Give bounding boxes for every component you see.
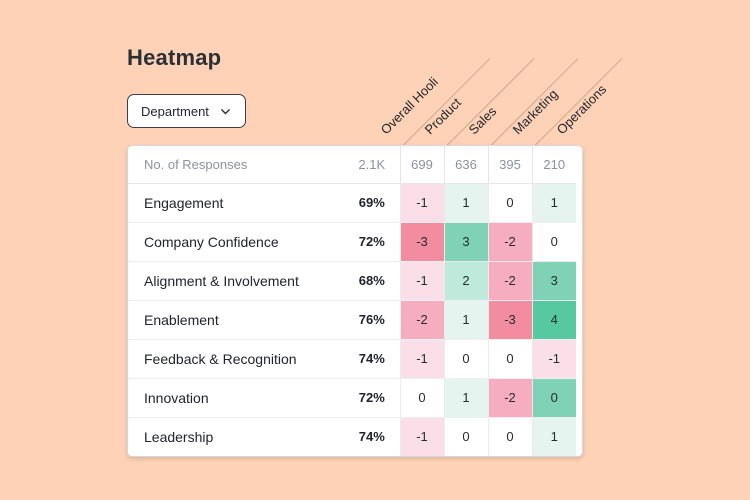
heatmap-cell[interactable]: 4 xyxy=(531,300,576,340)
column-header-operations: Operations xyxy=(553,81,610,138)
page-title: Heatmap xyxy=(127,45,222,70)
heatmap-cell[interactable]: 0 xyxy=(487,183,532,223)
column-header-marketing: Marketing xyxy=(509,86,561,138)
row-label: Feedback & Recognition xyxy=(128,339,344,379)
heatmap-cell[interactable]: 1 xyxy=(531,417,576,456)
heatmap-cell[interactable]: -2 xyxy=(399,300,444,340)
heatmap-cell[interactable]: 3 xyxy=(531,261,576,301)
department-dropdown[interactable]: Department xyxy=(127,94,246,128)
responses-count: 395 xyxy=(487,146,532,184)
responses-overall-count: 2.1K xyxy=(344,146,400,184)
column-header-sales: Sales xyxy=(465,103,500,138)
column-headers: Overall Hooli Product Sales Marketing Operat… xyxy=(0,0,750,150)
overall-score: 72% xyxy=(344,222,400,262)
column-header-product: Product xyxy=(421,94,464,138)
responses-count: 210 xyxy=(531,146,576,184)
row-label: Alignment & Involvement xyxy=(128,261,344,301)
heatmap-cell[interactable]: -2 xyxy=(487,378,532,418)
heatmap-card: No. of Responses 2.1K 699 636 395 210 Engageme… xyxy=(127,145,583,457)
department-dropdown-label: Department xyxy=(141,103,209,119)
heatmap-cell[interactable]: -3 xyxy=(487,300,532,340)
heatmap-cell[interactable]: 0 xyxy=(487,339,532,379)
heatmap-cell[interactable]: 2 xyxy=(443,261,488,301)
heatmap-cell[interactable]: -1 xyxy=(531,339,576,379)
heatmap-cell[interactable]: 0 xyxy=(531,378,576,418)
heatmap-cell[interactable]: 1 xyxy=(443,300,488,340)
heatmap-cell[interactable]: -1 xyxy=(399,261,444,301)
heatmap-cell[interactable]: 0 xyxy=(443,417,488,456)
table-row: Enablement 76% -2 1 -3 4 xyxy=(128,300,576,340)
heatmap-cell[interactable]: 1 xyxy=(443,378,488,418)
overall-score: 68% xyxy=(344,261,400,301)
heatmap-cell[interactable]: -2 xyxy=(487,261,532,301)
overall-score: 69% xyxy=(344,183,400,223)
table-row: Engagement 69% -1 1 0 1 xyxy=(128,183,576,223)
heatmap-cell[interactable]: -1 xyxy=(399,183,444,223)
row-label: Enablement xyxy=(128,300,344,340)
overall-score: 72% xyxy=(344,378,400,418)
row-label: Innovation xyxy=(128,378,344,418)
table-row: Innovation 72% 0 1 -2 0 xyxy=(128,378,576,418)
table-row: Feedback & Recognition 74% -1 0 0 -1 xyxy=(128,339,576,379)
heatmap-cell[interactable]: -2 xyxy=(487,222,532,262)
heatmap-cell[interactable]: -1 xyxy=(399,339,444,379)
heatmap-cell[interactable]: 0 xyxy=(443,339,488,379)
heatmap-cell[interactable]: 3 xyxy=(443,222,488,262)
table-row: Leadership 74% -1 0 0 1 xyxy=(128,417,576,456)
table-row: Company Confidence 72% -3 3 -2 0 xyxy=(128,222,576,262)
overall-score: 76% xyxy=(344,300,400,340)
responses-count: 699 xyxy=(399,146,444,184)
chevron-down-icon xyxy=(221,108,230,114)
heatmap-cell[interactable]: 1 xyxy=(443,183,488,223)
heatmap-table: No. of Responses 2.1K 699 636 395 210 Engageme… xyxy=(128,146,576,456)
overall-score: 74% xyxy=(358,429,385,445)
heatmap-cell[interactable]: 1 xyxy=(531,183,576,223)
heatmap-cell[interactable]: -3 xyxy=(399,222,444,262)
heatmap-cell[interactable]: 0 xyxy=(487,417,532,456)
responses-row: No. of Responses 2.1K 699 636 395 210 xyxy=(128,146,576,184)
row-label: Engagement xyxy=(128,183,344,223)
heatmap-cell[interactable]: 0 xyxy=(531,222,576,262)
heatmap-cell[interactable]: 0 xyxy=(399,378,444,418)
responses-count: 636 xyxy=(443,146,488,184)
row-label: Leadership xyxy=(144,428,214,445)
table-row: Alignment & Involvement 68% -1 2 -2 3 xyxy=(128,261,576,301)
heatmap-cell[interactable]: -1 xyxy=(399,417,444,456)
responses-row-label: No. of Responses xyxy=(128,146,344,184)
row-label: Company Confidence xyxy=(128,222,344,262)
overall-score: 74% xyxy=(344,339,400,379)
